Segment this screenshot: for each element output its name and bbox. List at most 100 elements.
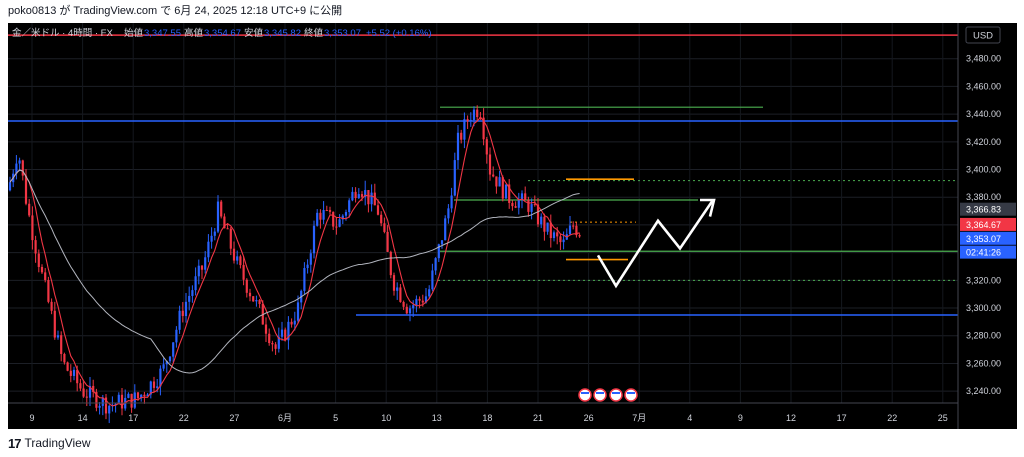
candle-body (316, 212, 319, 226)
candle-body (501, 177, 504, 199)
candle-body (168, 356, 172, 362)
candle-body (117, 394, 120, 404)
candle-body (290, 321, 293, 325)
candle-body (520, 193, 524, 200)
candle-body (53, 310, 56, 338)
time-tick-label: 26 (584, 413, 594, 423)
candle-body (242, 265, 245, 280)
candle-body (495, 176, 498, 187)
candle-body (508, 184, 511, 203)
candle-body (437, 244, 440, 259)
candle-body (220, 201, 223, 217)
time-tick-label: 12 (786, 413, 796, 423)
time-tick-label: 17 (128, 413, 138, 423)
candle-body (60, 335, 63, 354)
time-tick-label: 7月 (632, 413, 646, 423)
candle-body (306, 264, 309, 269)
time-axis[interactable]: 9 14 17 22 27 6月 5 10 13 18 21 26 7月 4 9 12 17 22 25 (8, 402, 958, 423)
time-tick-label: 9 (738, 413, 743, 423)
candle-body (386, 231, 389, 252)
candle-body (271, 343, 274, 345)
candle-body (280, 329, 284, 337)
candle-body (152, 381, 156, 388)
candle-body (373, 192, 376, 206)
candle-body (450, 195, 453, 209)
currency-button[interactable]: USD (973, 31, 993, 42)
time-tick-label: 14 (78, 413, 88, 423)
candle-body (418, 298, 421, 301)
candle-body (172, 342, 175, 357)
candle-body (309, 253, 312, 265)
candle-body (332, 211, 335, 227)
candle-body (277, 336, 280, 349)
candle-body (412, 305, 415, 309)
candle-body (213, 231, 216, 236)
candle-body (552, 232, 556, 239)
candle-body (514, 206, 517, 208)
projection-arrowhead (700, 198, 716, 217)
event-icons[interactable] (578, 388, 638, 402)
time-tick-label: 22 (887, 413, 897, 423)
candle-body (335, 226, 338, 228)
candle-body (463, 119, 466, 140)
candle-body (50, 301, 53, 311)
price-tick-label: 3,320.00 (966, 275, 1001, 285)
candle-body (140, 394, 143, 399)
candle-body (268, 333, 271, 344)
legend-open-label: 始値 (124, 27, 144, 39)
event-flag-icon[interactable] (593, 388, 607, 402)
candle-body (216, 201, 220, 232)
candle-body (165, 361, 168, 365)
candle-body (344, 212, 348, 216)
legend-high-label: 高値 (184, 27, 204, 39)
price-label-1-bg (960, 202, 1016, 216)
candle-body (133, 392, 136, 408)
candle-body (24, 175, 28, 204)
candle-body (546, 222, 549, 232)
candle-body (72, 369, 76, 376)
time-tick-label: 17 (837, 413, 847, 423)
candle-body (232, 248, 236, 261)
candle-body (284, 329, 287, 341)
candle-body (40, 266, 44, 273)
price-tick-label: 3,420.00 (966, 137, 1001, 147)
candle-body (348, 200, 351, 213)
candle-body (376, 205, 380, 215)
event-flag-icon[interactable] (624, 388, 638, 402)
countdown-label: 02:41:26 (966, 248, 1001, 258)
candle-body (223, 216, 226, 229)
candle-body (338, 219, 341, 227)
candle-body (101, 397, 104, 406)
candle-body (517, 199, 520, 208)
candle-body (431, 270, 434, 290)
candle-body (392, 275, 396, 291)
candle-body (293, 320, 296, 325)
event-flag-stripe (612, 392, 620, 394)
candle-body (95, 392, 98, 408)
candle-body (37, 253, 40, 267)
candlestick-chart[interactable]: 3,240.00 3,260.00 3,280.00 3,300.00 3,320.00… (8, 23, 1017, 429)
candle-body (188, 295, 191, 302)
candle-body (120, 394, 124, 409)
candle-body (207, 241, 210, 258)
candle-body (578, 235, 581, 237)
time-tick-label: 18 (482, 413, 492, 423)
candle-body (63, 353, 66, 363)
chart-area[interactable]: 3,240.00 3,260.00 3,280.00 3,300.00 3,320.00… (8, 23, 1017, 429)
candle-body (524, 193, 527, 200)
event-flag-icon[interactable] (578, 388, 592, 402)
candle-body (236, 256, 239, 261)
candle-body (360, 194, 364, 197)
countdown-label-bg (960, 245, 1016, 259)
candle-body (351, 191, 354, 201)
legend-open: 3,347.55 (144, 28, 181, 39)
price-tick-label: 3,480.00 (966, 54, 1001, 64)
time-tick-label: 6月 (278, 413, 292, 423)
candle-body (264, 324, 268, 334)
projection-arrow (596, 198, 716, 289)
currency-button-frame[interactable] (965, 26, 1001, 44)
event-flag-icon[interactable] (609, 388, 623, 402)
candle-body (184, 301, 188, 317)
candle-body (559, 236, 562, 243)
price-axis[interactable]: 3,240.00 3,260.00 3,280.00 3,300.00 3,320.00… (957, 23, 1016, 429)
